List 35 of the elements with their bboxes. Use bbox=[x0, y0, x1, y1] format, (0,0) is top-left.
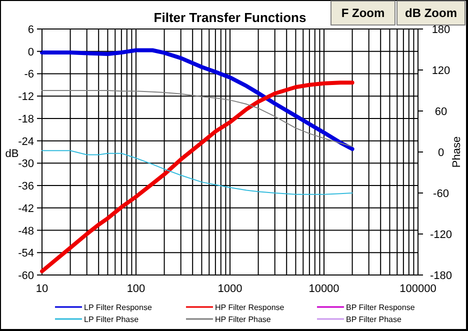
legend-label: HP Filter Phase bbox=[215, 315, 272, 324]
legend-label: HP Filter Response bbox=[215, 303, 285, 312]
y-tick-label: 0 bbox=[28, 46, 34, 58]
y-tick-label: -48 bbox=[18, 225, 34, 238]
x-tick-label: 100000 bbox=[400, 283, 436, 295]
chart-title: Filter Transfer Functions bbox=[154, 10, 306, 25]
x-tick-label: 10000 bbox=[308, 283, 340, 295]
y2-tick-label: 0 bbox=[438, 147, 444, 159]
legend-label: BP Filter Response bbox=[346, 303, 416, 312]
y2-tick-label: 60 bbox=[434, 106, 448, 118]
y-tick-label: 6 bbox=[28, 24, 34, 36]
y-tick-label: -60 bbox=[18, 270, 34, 282]
y2-tick-label: -60 bbox=[433, 188, 449, 200]
x-tick-label: 1000 bbox=[218, 283, 242, 295]
y-tick-label: -30 bbox=[18, 158, 34, 170]
y2-tick-label: 120 bbox=[432, 65, 450, 77]
zoom-button: F Zoom bbox=[330, 0, 396, 26]
x-tick-label: 10 bbox=[36, 283, 48, 295]
y-tick-label: -42 bbox=[18, 202, 34, 215]
y-axis-title: dB bbox=[5, 148, 19, 160]
y-tick-label: -24 bbox=[18, 136, 34, 148]
y2-tick-label: 180 bbox=[432, 24, 450, 36]
y2-tick-label: -120 bbox=[430, 229, 452, 241]
legend-label: LP Filter Response bbox=[84, 303, 152, 312]
zoom-button: dB Zoom bbox=[396, 0, 466, 26]
legend-label: LP Filter Phase bbox=[84, 315, 140, 324]
y-tick-label: -6 bbox=[24, 68, 34, 81]
y-tick-label: -18 bbox=[18, 113, 34, 126]
y2-tick-label: -180 bbox=[430, 270, 452, 282]
x-tick-label: 100 bbox=[126, 283, 146, 295]
y2-axis-title: Phase bbox=[451, 136, 463, 168]
y-tick-label: -36 bbox=[18, 180, 34, 193]
legend-label: BP Filter Phase bbox=[346, 315, 402, 324]
y-tick-label: -12 bbox=[18, 91, 34, 104]
y-tick-label: -54 bbox=[18, 248, 34, 260]
